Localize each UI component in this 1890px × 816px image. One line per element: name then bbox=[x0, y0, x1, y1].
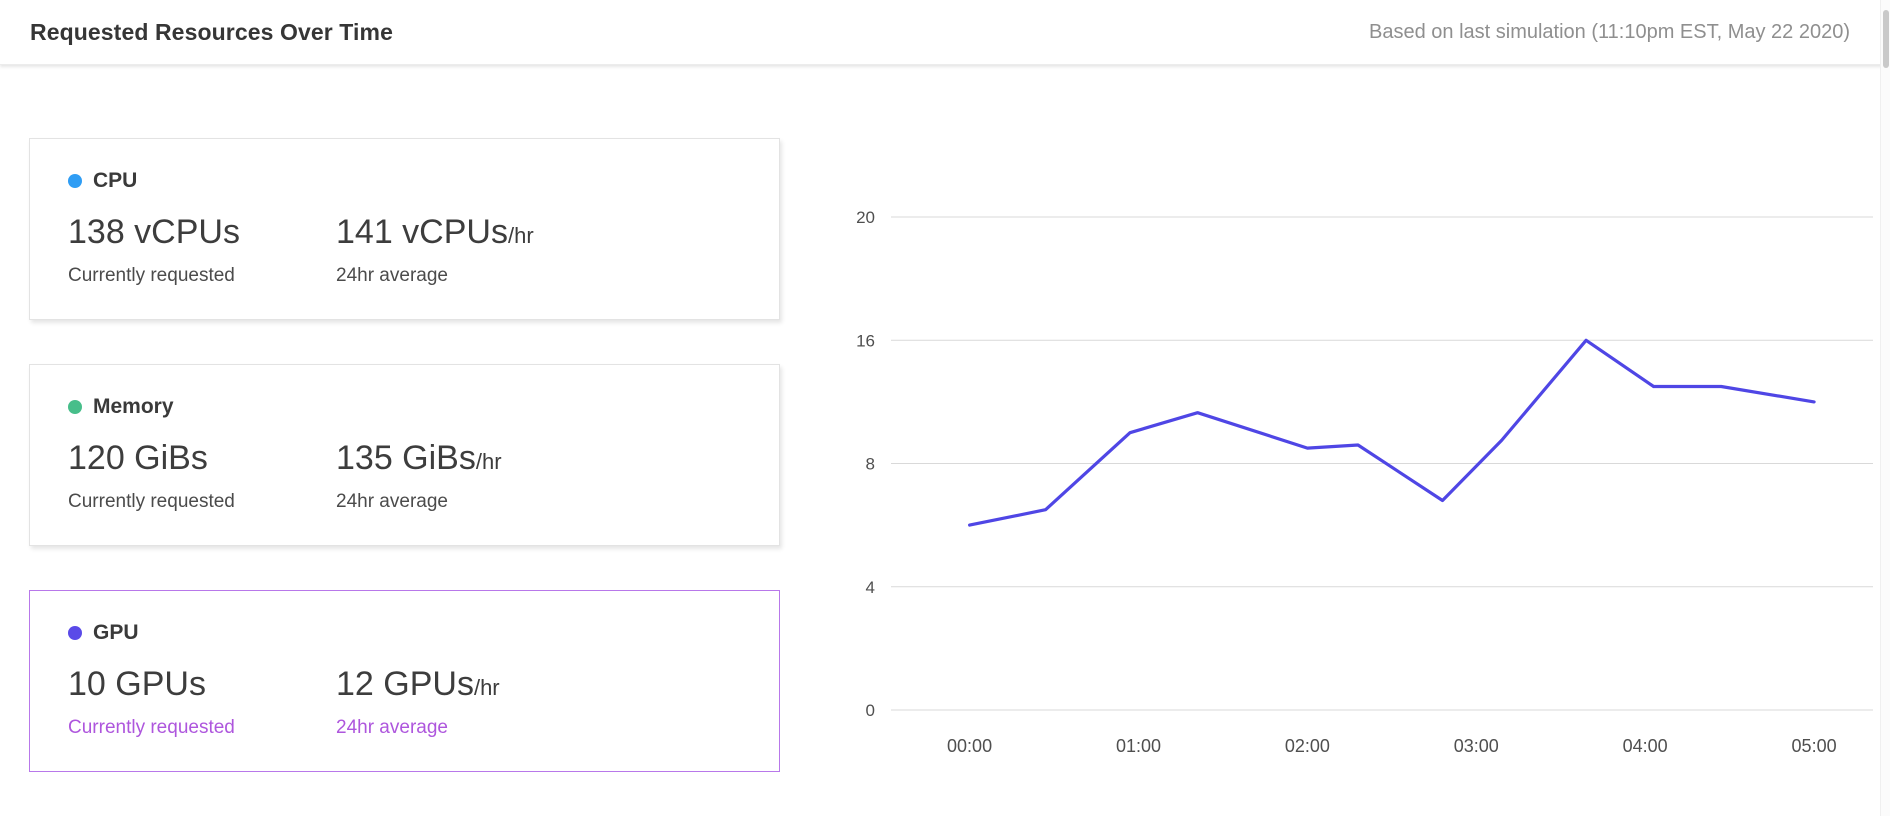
svg-text:01:00: 01:00 bbox=[1116, 736, 1161, 756]
gpu-dot-icon bbox=[68, 626, 82, 641]
svg-text:8: 8 bbox=[866, 455, 875, 474]
memory-card[interactable]: Memory 120 GiBs Currently requested 135 … bbox=[29, 364, 780, 547]
simulation-meta: Based on last simulation (11:10pm EST, M… bbox=[1369, 20, 1850, 43]
page-title: Requested Resources Over Time bbox=[30, 18, 393, 45]
gpu-average-value: 12 GPUs/hr bbox=[336, 665, 500, 704]
memory-average-value: 135 GiBs/hr bbox=[336, 439, 502, 478]
svg-text:02:00: 02:00 bbox=[1285, 736, 1330, 756]
cpu-average-caption: 24hr average bbox=[336, 265, 448, 287]
value-suffix: /hr bbox=[473, 675, 500, 701]
cpu-current-value: 138 vCPUs bbox=[68, 213, 240, 251]
svg-text:04:00: 04:00 bbox=[1623, 736, 1668, 756]
gpu-current-col: 10 GPUs Currently requested bbox=[68, 665, 336, 739]
memory-current-value: 120 GiBs bbox=[68, 439, 208, 478]
memory-card-label: Memory bbox=[93, 395, 174, 419]
header: Requested Resources Over Time Based on l… bbox=[0, 0, 1890, 65]
memory-dot-icon bbox=[68, 400, 82, 415]
svg-text:00:00: 00:00 bbox=[947, 736, 992, 756]
cpu-dot-icon bbox=[68, 174, 82, 188]
scrollbar-track[interactable] bbox=[1880, 0, 1890, 816]
main-content: CPU 138 vCPUs Currently requested 141 vC… bbox=[0, 65, 1890, 816]
gpu-card-label: GPU bbox=[93, 621, 139, 645]
cpu-card[interactable]: CPU 138 vCPUs Currently requested 141 vC… bbox=[29, 138, 780, 321]
svg-text:03:00: 03:00 bbox=[1454, 736, 1499, 756]
cpu-average-value: 141 vCPUs/hr bbox=[336, 213, 534, 251]
memory-current-col: 120 GiBs Currently requested bbox=[68, 439, 336, 513]
memory-average-col: 135 GiBs/hr 24hr average bbox=[336, 439, 604, 513]
gpu-average-caption: 24hr average bbox=[336, 717, 448, 739]
svg-text:0: 0 bbox=[866, 701, 875, 720]
gpu-current-caption: Currently requested bbox=[68, 717, 235, 739]
memory-current-caption: Currently requested bbox=[68, 491, 235, 513]
svg-text:16: 16 bbox=[856, 331, 875, 350]
memory-values: 120 GiBs Currently requested 135 GiBs/hr… bbox=[68, 439, 741, 513]
svg-text:20: 20 bbox=[856, 208, 875, 227]
gpu-card-title: GPU bbox=[68, 621, 741, 645]
gpu-card[interactable]: GPU 10 GPUs Currently requested 12 GPUs/… bbox=[29, 590, 780, 773]
cpu-current-caption: Currently requested bbox=[68, 265, 235, 287]
memory-average-caption: 24hr average bbox=[336, 491, 448, 513]
gpu-values: 10 GPUs Currently requested 12 GPUs/hr 2… bbox=[68, 665, 741, 739]
gpu-current-value: 10 GPUs bbox=[68, 665, 206, 704]
value-suffix: /hr bbox=[507, 223, 534, 248]
cpu-average-col: 141 vCPUs/hr 24hr average bbox=[336, 213, 604, 287]
svg-text:05:00: 05:00 bbox=[1792, 736, 1837, 756]
scrollbar-thumb[interactable] bbox=[1883, 10, 1889, 68]
resource-cards: CPU 138 vCPUs Currently requested 141 vC… bbox=[29, 138, 780, 816]
chart-area: 0 4 8 16 20 00:00 01:00 02:00 03:00 04:00 05:00 bbox=[811, 187, 1881, 782]
gpu-average-col: 12 GPUs/hr 24hr average bbox=[336, 665, 604, 739]
line-chart: 0 4 8 16 20 00:00 01:00 02:00 03:00 04:00 05:00 bbox=[856, 208, 1873, 756]
svg-text:4: 4 bbox=[866, 578, 875, 597]
cpu-values: 138 vCPUs Currently requested 141 vCPUs/… bbox=[68, 213, 741, 287]
cpu-card-title: CPU bbox=[68, 169, 741, 193]
cpu-current-col: 138 vCPUs Currently requested bbox=[68, 213, 336, 287]
memory-card-title: Memory bbox=[68, 395, 741, 419]
value-suffix: /hr bbox=[475, 449, 502, 475]
cpu-card-label: CPU bbox=[93, 169, 138, 192]
